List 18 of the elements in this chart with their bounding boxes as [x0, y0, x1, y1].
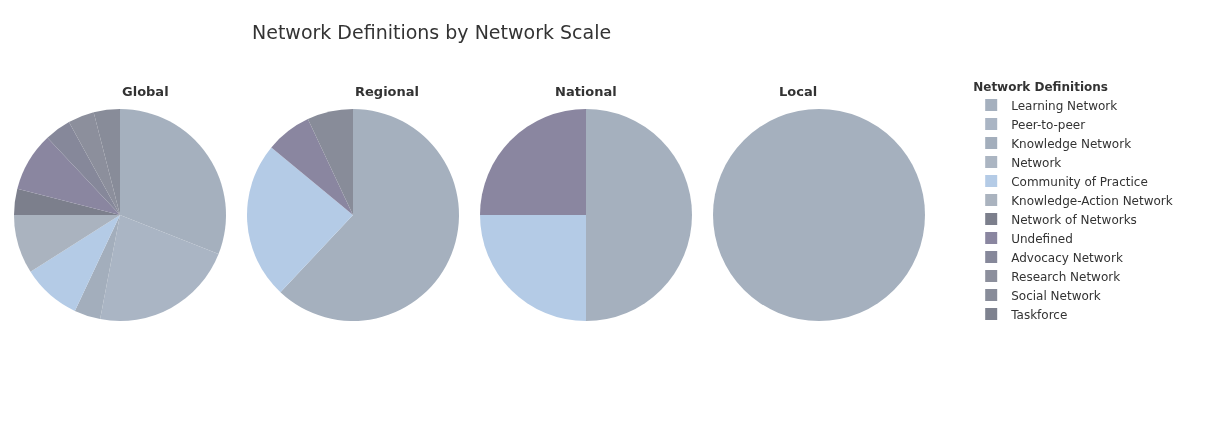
slice-label: Global [122, 84, 169, 99]
legend-label: Taskforce [1010, 307, 1068, 322]
legend-label: Knowledge Network [1011, 136, 1132, 151]
slice-label: Local [779, 84, 818, 99]
legend-label: Peer-to-peer [1011, 117, 1086, 132]
legend-title: Network Definitions [973, 79, 1108, 94]
legend-label: Community of Practice [1011, 174, 1148, 189]
slice-label: Regional [355, 84, 420, 99]
legend-label: Learning Network [1011, 98, 1118, 113]
chart-title: Network Definitions by Network Scale [252, 20, 612, 43]
slice-label: National [555, 84, 617, 99]
legend-label: Knowledge-Action Network [1011, 193, 1173, 208]
legend-label: Advocacy Network [1011, 250, 1123, 265]
legend-label: Network of Networks [1011, 212, 1137, 227]
legend-label: Research Network [1011, 269, 1121, 284]
legend-label: Network [1011, 155, 1062, 170]
legend-label: Undefined [1011, 231, 1073, 246]
legend-label: Social Network [1011, 288, 1101, 303]
